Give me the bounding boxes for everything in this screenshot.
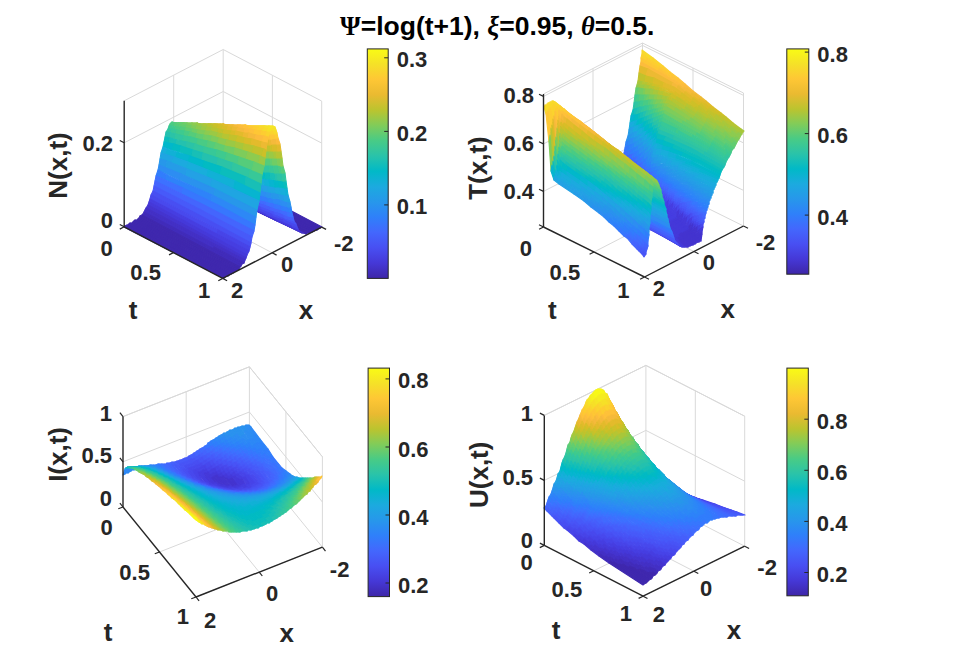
svg-text:1: 1 xyxy=(521,401,533,426)
svg-text:0.6: 0.6 xyxy=(817,123,848,148)
svg-text:1: 1 xyxy=(617,278,629,303)
svg-text:0.5: 0.5 xyxy=(552,577,583,602)
svg-text:t: t xyxy=(552,615,561,645)
svg-text:0: 0 xyxy=(100,486,112,511)
svg-text:0.6: 0.6 xyxy=(503,131,534,156)
svg-text:0.2: 0.2 xyxy=(397,121,428,146)
svg-text:0.5: 0.5 xyxy=(81,443,112,468)
svg-text:-2: -2 xyxy=(330,557,350,582)
svg-text:-2: -2 xyxy=(334,231,354,256)
svg-text:t: t xyxy=(548,295,557,325)
svg-text:I(x,t): I(x,t) xyxy=(43,427,73,482)
svg-text:0.5: 0.5 xyxy=(502,465,533,490)
svg-text:0.4: 0.4 xyxy=(817,511,848,536)
svg-text:0.5: 0.5 xyxy=(119,560,150,585)
svg-text:N(x,t): N(x,t) xyxy=(43,132,73,198)
svg-text:U(x,t): U(x,t) xyxy=(464,442,494,508)
svg-text:0: 0 xyxy=(266,581,278,606)
svg-text:2: 2 xyxy=(653,276,665,301)
svg-text:x: x xyxy=(279,618,294,648)
svg-text:0.6: 0.6 xyxy=(817,460,848,485)
svg-text:0.2: 0.2 xyxy=(398,573,429,598)
svg-text:0: 0 xyxy=(281,252,293,277)
svg-text:0: 0 xyxy=(520,550,532,575)
svg-text:0.5: 0.5 xyxy=(130,260,161,285)
svg-text:0.8: 0.8 xyxy=(503,83,534,108)
svg-text:0: 0 xyxy=(101,208,113,233)
svg-text:0.2: 0.2 xyxy=(82,131,113,156)
svg-text:0.3: 0.3 xyxy=(397,47,428,72)
svg-text:0.8: 0.8 xyxy=(398,368,429,393)
svg-text:0.2: 0.2 xyxy=(817,562,848,587)
svg-text:x: x xyxy=(721,294,736,324)
svg-text:0: 0 xyxy=(700,576,712,601)
svg-text:2: 2 xyxy=(231,278,243,303)
svg-text:t: t xyxy=(104,617,113,647)
svg-text:0.4: 0.4 xyxy=(503,179,534,204)
svg-text:T(x,t): T(x,t) xyxy=(463,136,493,200)
svg-text:-2: -2 xyxy=(757,555,777,580)
svg-text:0: 0 xyxy=(100,515,112,540)
svg-text:1: 1 xyxy=(198,278,210,303)
svg-text:0.4: 0.4 xyxy=(817,205,848,230)
svg-text:1: 1 xyxy=(177,604,189,629)
svg-text:0.4: 0.4 xyxy=(398,505,429,530)
svg-text:x: x xyxy=(299,295,314,325)
svg-text:Ψ=log(t+1), ξ=0.95, θ=0.5.: Ψ=log(t+1), ξ=0.95, θ=0.5. xyxy=(340,11,654,41)
svg-text:0: 0 xyxy=(100,236,112,261)
svg-text:-2: -2 xyxy=(756,230,776,255)
svg-text:2: 2 xyxy=(204,608,216,633)
svg-text:0.8: 0.8 xyxy=(817,409,848,434)
svg-text:0.6: 0.6 xyxy=(398,437,429,462)
svg-text:0.1: 0.1 xyxy=(397,194,428,219)
svg-text:t: t xyxy=(129,295,138,325)
svg-text:1: 1 xyxy=(100,401,112,426)
svg-text:x: x xyxy=(727,615,742,645)
svg-text:0: 0 xyxy=(703,250,715,275)
svg-text:0.8: 0.8 xyxy=(817,42,848,67)
svg-text:1: 1 xyxy=(620,601,632,626)
svg-text:0: 0 xyxy=(520,236,532,261)
svg-text:2: 2 xyxy=(653,602,665,627)
svg-text:0.5: 0.5 xyxy=(550,260,581,285)
